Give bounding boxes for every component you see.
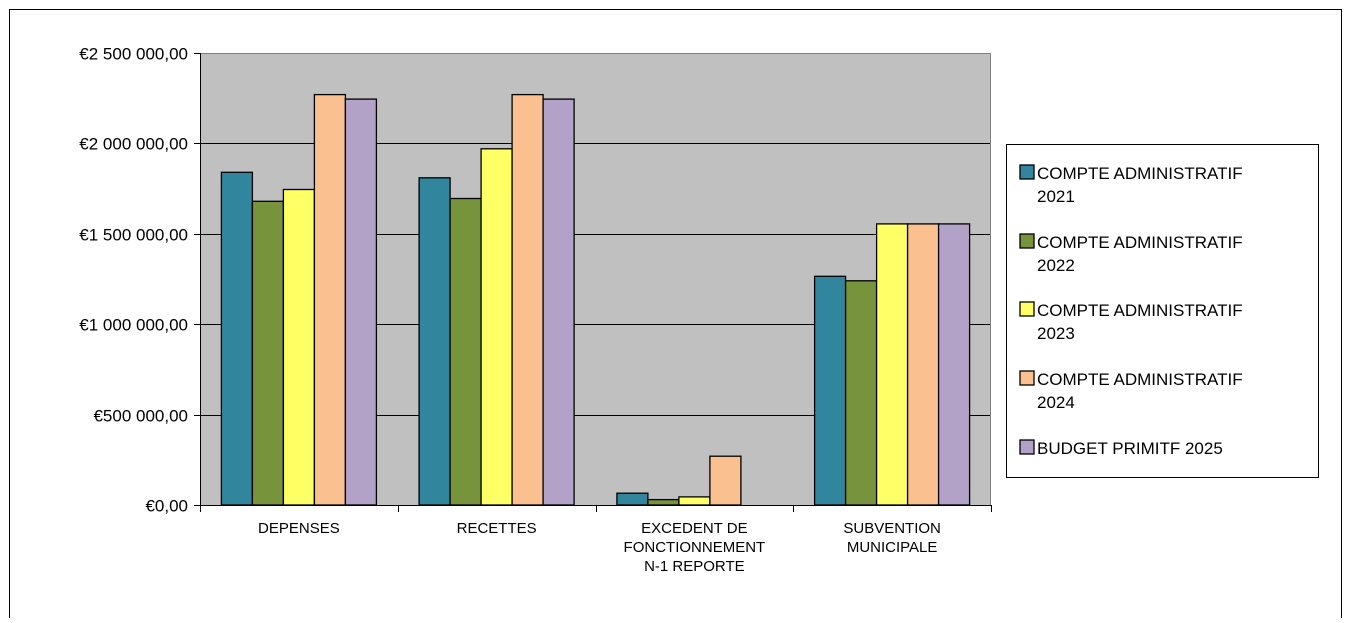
bar — [480, 148, 513, 506]
bar — [418, 177, 451, 506]
bar — [875, 223, 909, 506]
plot-area — [200, 53, 991, 506]
bar — [313, 93, 347, 506]
bar — [906, 223, 940, 506]
bar — [220, 171, 254, 506]
bar — [282, 188, 316, 506]
legend: COMPTE ADMINISTRATIF 2021 COMPTE ADMINISTR… — [1006, 144, 1319, 478]
x-tick-label: SUBVENTION MUNICIPALE — [843, 520, 941, 556]
legend-label: BUDGET PRIMITF 2025 — [1037, 439, 1223, 458]
bar — [616, 492, 649, 506]
legend-swatch — [1019, 370, 1035, 386]
bar — [709, 455, 742, 506]
bar — [511, 93, 544, 506]
y-tick-label: €2 500 000,00 — [79, 45, 188, 64]
y-tick-label: €1 500 000,00 — [79, 226, 188, 245]
chart-area-border — [9, 9, 1342, 623]
bar — [449, 197, 482, 506]
bar — [251, 200, 285, 506]
bar — [937, 223, 971, 506]
y-tick-label: €500 000,00 — [93, 407, 188, 426]
legend-swatch — [1019, 164, 1035, 180]
x-axis: DEPENSES RECETTES EXCEDENT DE FONCTIONNEMEN… — [200, 505, 992, 575]
y-tick-label: €1 000 000,00 — [79, 316, 188, 335]
x-tick-label: DEPENSES — [258, 520, 340, 537]
legend-swatch — [1019, 439, 1035, 455]
legend-label: COMPTE ADMINISTRATIF 2024 — [1037, 370, 1243, 412]
bar — [844, 280, 878, 506]
legend-swatch — [1019, 233, 1035, 249]
bar — [813, 275, 847, 506]
legend-swatch — [1019, 301, 1035, 317]
y-tick-label: €0,00 — [145, 497, 188, 516]
y-tick-label: €2 000 000,00 — [79, 135, 188, 154]
legend-label: COMPTE ADMINISTRATIF 2022 — [1037, 233, 1243, 275]
bar — [344, 98, 378, 506]
bar — [647, 498, 680, 506]
legend-box — [1006, 144, 1319, 478]
y-axis: €0,00 €500 000,00 €1 000 000,00 €1 500 000,… — [79, 45, 201, 516]
legend-label: COMPTE ADMINISTRATIF 2021 — [1037, 164, 1243, 206]
x-tick-label: RECETTES — [457, 520, 537, 537]
legend-label: COMPTE ADMINISTRATIF 2023 — [1037, 301, 1243, 343]
bar — [542, 98, 575, 506]
bar — [678, 496, 711, 506]
x-tick-label: EXCEDENT DE FONCTIONNEMENT N-1 REPORTE — [624, 520, 766, 575]
